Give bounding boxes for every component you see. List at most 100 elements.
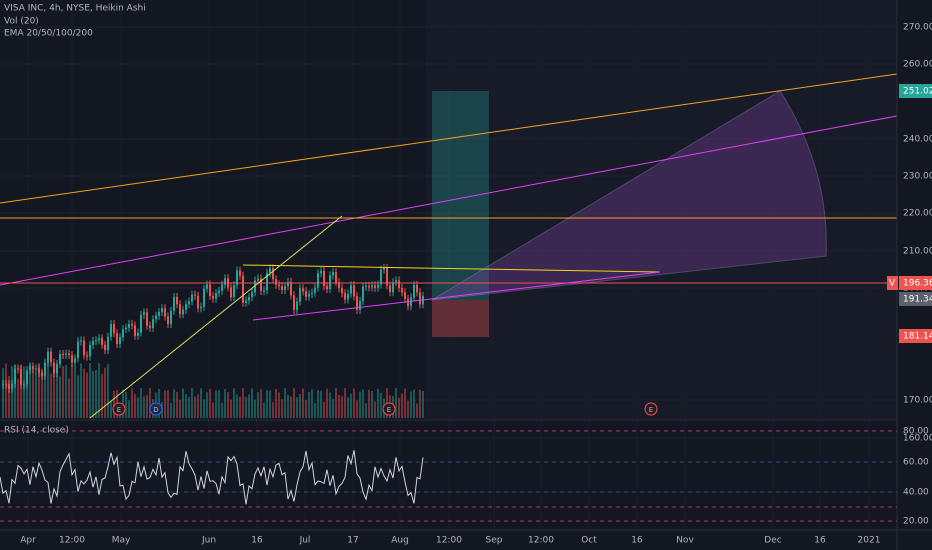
volume-bar [305, 400, 307, 418]
rsi-line [0, 450, 424, 505]
channel-line [242, 264, 661, 273]
candle [368, 285, 370, 288]
volume-bar [104, 367, 106, 418]
price-tag-label: 191.34 [903, 295, 932, 305]
volume-bar [293, 388, 295, 418]
candle [356, 296, 358, 310]
volume-bar [233, 388, 235, 418]
time-label: Apr [20, 536, 36, 546]
candle [137, 332, 139, 336]
candle [77, 341, 79, 359]
candle [80, 340, 82, 342]
candle [95, 340, 97, 342]
volume-bar [299, 394, 301, 418]
candle [14, 368, 16, 384]
candle [404, 292, 406, 299]
volume-bar [380, 392, 382, 418]
candle [344, 293, 346, 300]
volume-bar [230, 399, 232, 418]
volume-bar [356, 400, 358, 418]
volume-bar [14, 364, 16, 418]
candle [377, 284, 379, 288]
price-label: 160.00 [903, 434, 932, 444]
volume-bar [242, 388, 244, 418]
candle [53, 362, 55, 374]
price-label: 170.00 [903, 396, 932, 406]
rsi-label: 60.00 [903, 458, 929, 468]
candle [41, 372, 43, 376]
candle [125, 327, 127, 330]
time-label: 12:00 [528, 536, 554, 546]
candle [218, 290, 220, 294]
volume-bar [134, 393, 136, 418]
candle [74, 358, 76, 363]
event-marker [112, 402, 126, 416]
indicator-label: EMA 20/50/100/200 [4, 29, 93, 39]
volume-bar [221, 402, 223, 418]
volume-bar [167, 390, 169, 418]
volume-bar [377, 388, 379, 418]
price-tag [899, 84, 932, 98]
candle [293, 295, 295, 310]
volume-bar [329, 392, 331, 418]
time-label: Nov [676, 536, 694, 546]
event-label: E [387, 406, 391, 414]
candle [194, 294, 196, 296]
candle [209, 284, 211, 297]
volume-bar [38, 363, 40, 418]
candle [329, 275, 331, 290]
volume-bar [59, 376, 61, 418]
candle [410, 297, 412, 307]
candle [335, 272, 337, 283]
rsi-pane [0, 430, 897, 522]
volume-bar [275, 388, 277, 418]
volume-bar [128, 400, 130, 418]
candle [167, 316, 169, 324]
volume-bar [92, 371, 94, 418]
time-label: 12:00 [59, 536, 85, 546]
symbol-title: VISA INC, 4h, NYSE, Heikin Ashi [4, 4, 146, 14]
candle [179, 304, 181, 315]
volume-bar [110, 401, 112, 418]
candle [380, 269, 382, 285]
volume-bar [341, 396, 343, 418]
volume-bar [56, 363, 58, 418]
candle [320, 271, 322, 274]
candle [392, 282, 394, 293]
candle [353, 285, 355, 297]
price-tag-label: 181.14 [903, 332, 932, 342]
volume-bar [227, 392, 229, 418]
volume-bar [188, 397, 190, 418]
candle [5, 383, 7, 385]
candle [161, 308, 163, 313]
candle [206, 284, 208, 289]
volume-bar [164, 390, 166, 418]
volume-bar [146, 394, 148, 418]
time-label: Jul [299, 536, 311, 546]
volume-bar [53, 367, 55, 418]
volume-bar [62, 365, 64, 418]
volume-bar [47, 363, 49, 418]
candle [149, 325, 151, 328]
candle [260, 278, 262, 292]
time-label: May [112, 536, 131, 546]
volume-bar [179, 399, 181, 418]
volume-bar [2, 368, 4, 418]
candle [419, 292, 421, 305]
channel-line [252, 271, 661, 321]
volume-bar [218, 390, 220, 418]
price-tag [899, 329, 932, 343]
volume-bar [191, 388, 193, 418]
volume-bar [257, 392, 259, 418]
volume-bar [200, 388, 202, 418]
candle [32, 366, 34, 369]
volume-bar [65, 364, 67, 418]
volume-bar [125, 391, 127, 418]
event-marker [382, 402, 396, 416]
candle [302, 288, 304, 292]
volume-bar [284, 388, 286, 418]
candle [281, 286, 283, 290]
volume-bar [17, 378, 19, 418]
candle [29, 366, 31, 371]
volume-bar [350, 393, 352, 418]
